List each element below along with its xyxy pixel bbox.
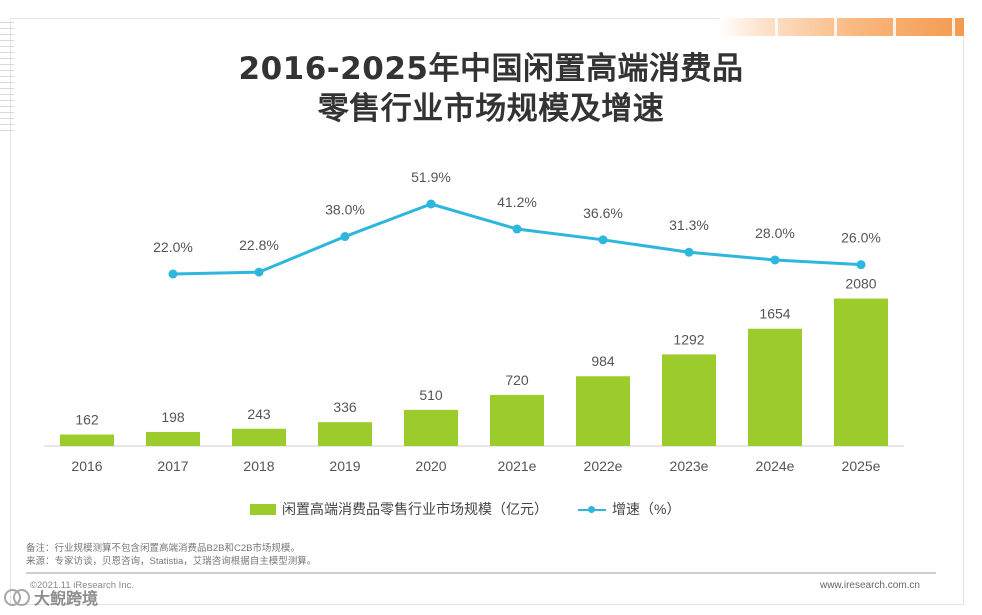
- footer-divider: [26, 572, 936, 574]
- bar-value-label: 162: [75, 412, 99, 428]
- rate-point-2024e: [770, 255, 780, 265]
- bar-value-label: 510: [419, 387, 443, 403]
- rate-point-2025e: [856, 260, 866, 270]
- bar-2018: [232, 428, 286, 446]
- footnote-remark: 备注：行业规模测算不包含闲置高端消费品B2B和C2B市场规模。: [26, 543, 300, 554]
- x-axis-ticks: 2016 2017 2018 2019 2020 2021e 2022e 2023e 2024e…: [71, 458, 880, 474]
- bar-value-label: 198: [161, 409, 185, 425]
- x-tick-label: 2020: [415, 458, 446, 474]
- rate-value-label: 22.8%: [239, 237, 279, 253]
- legend-item-growth-rate: 增速（%）: [578, 497, 680, 521]
- copyright-text: ©2021.11 iResearch Inc.: [30, 580, 134, 591]
- rate-value-label: 36.6%: [583, 205, 623, 221]
- rate-point-2023e: [684, 247, 694, 257]
- chart-card: [10, 18, 964, 605]
- rate-series: 22.0% 22.8% 38.0% 51.9% 41.2% 36.6% 31.3% 28.0%…: [153, 169, 881, 279]
- chart-title-line-2: 零售行业市场规模及增速: [317, 91, 665, 127]
- rate-point-2019: [340, 232, 350, 242]
- bar-value-label: 984: [591, 353, 615, 369]
- bar-2017: [146, 431, 200, 446]
- rate-value-label: 41.2%: [497, 194, 537, 210]
- watermark-logo-icon: [4, 587, 30, 607]
- rate-point-2021e: [512, 224, 522, 234]
- bar-value-label: 2080: [845, 276, 876, 292]
- rate-value-label: 22.0%: [153, 239, 193, 255]
- bar-2019: [318, 422, 372, 446]
- rate-value-label: 28.0%: [755, 225, 795, 241]
- rate-value-label: 26.0%: [841, 230, 881, 246]
- x-tick-label: 2024e: [756, 458, 795, 474]
- x-tick-label: 2016: [71, 458, 102, 474]
- bar-value-label: 1654: [759, 306, 790, 322]
- bar-2023e: [662, 354, 716, 446]
- legend-line-swatch: [578, 504, 606, 515]
- legend: 闲置高端消费品零售行业市场规模（亿元） 增速（%）: [0, 497, 982, 521]
- legend-bar-swatch: [250, 503, 276, 515]
- x-tick-label: 2018: [243, 458, 274, 474]
- rate-point-2020: [426, 199, 436, 209]
- legend-item-market-size: 闲置高端消费品零售行业市场规模（亿元）: [250, 497, 548, 521]
- legend-label-growth-rate: 增速（%）: [612, 501, 681, 517]
- bar-value-label: 243: [247, 406, 271, 422]
- rate-value-label: 31.3%: [669, 217, 709, 233]
- rate-point-2022e: [598, 235, 608, 245]
- bar-series: 162 198 243 336 510 720 984 1292 1654 2080: [60, 276, 888, 446]
- x-tick-label: 2021e: [498, 458, 537, 474]
- x-tick-label: 2019: [329, 458, 360, 474]
- x-tick-label: 2023e: [670, 458, 709, 474]
- footnote-source: 来源：专家访谈，贝恩咨询，Statistia，艾瑞咨询根据自主模型测算。: [26, 556, 317, 567]
- side-stripes-decoration: [0, 22, 14, 132]
- bar-value-label: 336: [333, 399, 357, 415]
- bar-2022e: [576, 376, 630, 446]
- top-band-decoration: [719, 18, 964, 36]
- x-tick-label: 2017: [157, 458, 188, 474]
- x-tick-label: 2025e: [842, 458, 881, 474]
- rate-point-2018: [254, 267, 264, 277]
- legend-label-market-size: 闲置高端消费品零售行业市场规模（亿元）: [282, 501, 548, 517]
- bar-2016: [60, 434, 114, 446]
- bar-value-label: 720: [505, 372, 529, 388]
- bar-2020: [404, 409, 458, 446]
- bar-value-label: 1292: [673, 331, 704, 347]
- chart-title-line-1: 2016-2025年中国闲置高端消费品: [238, 51, 744, 87]
- bar-2024e: [748, 328, 802, 446]
- rate-point-2017: [168, 269, 178, 279]
- source-url-text: www.iresearch.com.cn: [819, 580, 920, 591]
- x-tick-label: 2022e: [584, 458, 623, 474]
- watermark-text: 大鲵跨境: [34, 591, 99, 608]
- rate-value-label: 38.0%: [325, 202, 365, 218]
- bar-2021e: [490, 394, 544, 446]
- rate-value-label: 51.9%: [411, 169, 451, 185]
- watermark: 大鲵跨境: [4, 585, 98, 609]
- bar-2025e: [834, 298, 888, 446]
